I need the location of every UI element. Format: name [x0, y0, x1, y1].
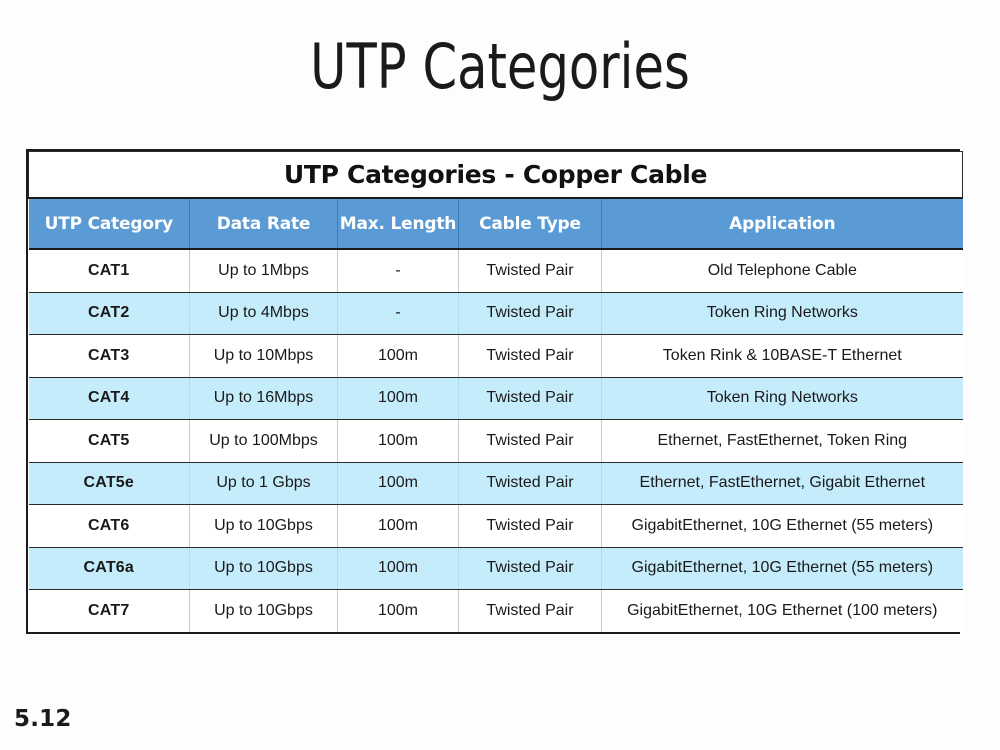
table-row[interactable]: CAT6a Up to 10Gbps 100m Twisted Pair Gigabit…	[28, 546, 963, 590]
cell-application: Token Ring Networks	[600, 376, 963, 420]
cell-cable-type: Twisted Pair	[458, 419, 602, 463]
cell-data-rate: Up to 16Mbps	[189, 376, 338, 420]
table-row[interactable]: CAT3 Up to 10Mbps 100m Twisted Pair Token Ri…	[28, 334, 963, 378]
cell-data-rate: Up to 10Mbps	[189, 334, 338, 378]
cell-utp-category: CAT2	[28, 291, 190, 335]
cell-application: GigabitEthernet, 10G Ethernet (55 meters…	[600, 504, 963, 548]
table-header-row: UTP Category Data Rate Max. Length Cable…	[28, 197, 963, 250]
cell-application: GigabitEthernet, 10G Ethernet (100 meter…	[600, 589, 963, 632]
cell-cable-type: Twisted Pair	[458, 504, 602, 548]
cell-cable-type: Twisted Pair	[458, 376, 602, 420]
table-row[interactable]: CAT5 Up to 100Mbps 100m Twisted Pair Etherne…	[28, 419, 963, 463]
column-header-utp-category[interactable]: UTP Category	[28, 197, 190, 250]
cell-cable-type: Twisted Pair	[458, 461, 602, 505]
cell-max-length: 100m	[337, 546, 459, 590]
cell-data-rate: Up to 10Gbps	[189, 504, 338, 548]
cell-cable-type: Twisted Pair	[458, 334, 602, 378]
cell-application: Ethernet, FastEthernet, Gigabit Ethernet	[600, 461, 963, 505]
table-row[interactable]: CAT5e Up to 1 Gbps 100m Twisted Pair Etherne…	[28, 461, 963, 505]
table-caption-row: UTP Categories - Copper Cable	[27, 151, 964, 199]
cell-cable-type: Twisted Pair	[458, 546, 602, 590]
cell-max-length: 100m	[337, 376, 459, 420]
cell-application: Token Rink & 10BASE-T Ethernet	[600, 334, 963, 378]
cell-application: Old Telephone Cable	[600, 248, 963, 293]
slide-title: UTP Categories	[310, 30, 690, 103]
table-row[interactable]: CAT4 Up to 16Mbps 100m Twisted Pair Token Ri…	[28, 376, 963, 420]
cell-data-rate: Up to 4Mbps	[189, 291, 338, 335]
utp-table: UTP Categories - Copper Cable UTP Catego…	[27, 151, 964, 632]
cell-utp-category: CAT1	[28, 248, 190, 293]
column-header-data-rate[interactable]: Data Rate	[189, 197, 338, 250]
cell-max-length: 100m	[337, 419, 459, 463]
cell-application: Token Ring Networks	[600, 291, 963, 335]
cell-max-length: 100m	[337, 461, 459, 505]
cell-data-rate: Up to 1Mbps	[189, 248, 338, 293]
cell-max-length: 100m	[337, 589, 459, 632]
utp-categories-table: UTP Categories - Copper Cable UTP Catego…	[26, 149, 964, 634]
table-row[interactable]: CAT2 Up to 4Mbps - Twisted Pair Token Ring N…	[28, 291, 963, 335]
column-header-cable-type[interactable]: Cable Type	[458, 197, 602, 250]
column-header-max-length[interactable]: Max. Length	[337, 197, 459, 250]
cell-cable-type: Twisted Pair	[458, 589, 602, 632]
cell-utp-category: CAT4	[28, 376, 190, 420]
cell-data-rate: Up to 10Gbps	[189, 589, 338, 632]
cell-utp-category: CAT5	[28, 419, 190, 463]
cell-utp-category: CAT3	[28, 334, 190, 378]
table-row[interactable]: CAT7 Up to 10Gbps 100m Twisted Pair GigabitE…	[28, 589, 963, 632]
cell-data-rate: Up to 100Mbps	[189, 419, 338, 463]
cell-utp-category: CAT7	[28, 589, 190, 632]
cell-utp-category: CAT6a	[28, 546, 190, 590]
cell-max-length: 100m	[337, 504, 459, 548]
table-caption: UTP Categories - Copper Cable	[27, 151, 964, 199]
cell-max-length: -	[337, 291, 459, 335]
table-row[interactable]: CAT1 Up to 1Mbps - Twisted Pair Old Telephon…	[28, 248, 963, 293]
page-number: 5.12	[14, 706, 72, 732]
column-header-application[interactable]: Application	[600, 197, 963, 250]
cell-max-length: -	[337, 248, 459, 293]
cell-application: Ethernet, FastEthernet, Token Ring	[600, 419, 963, 463]
cell-utp-category: CAT5e	[28, 461, 190, 505]
cell-data-rate: Up to 10Gbps	[189, 546, 338, 590]
cell-utp-category: CAT6	[28, 504, 190, 548]
cell-max-length: 100m	[337, 334, 459, 378]
cell-data-rate: Up to 1 Gbps	[189, 461, 338, 505]
table-row[interactable]: CAT6 Up to 10Gbps 100m Twisted Pair GigabitE…	[28, 504, 963, 548]
cell-application: GigabitEthernet, 10G Ethernet (55 meters…	[600, 546, 963, 590]
cell-cable-type: Twisted Pair	[458, 248, 602, 293]
cell-cable-type: Twisted Pair	[458, 291, 602, 335]
